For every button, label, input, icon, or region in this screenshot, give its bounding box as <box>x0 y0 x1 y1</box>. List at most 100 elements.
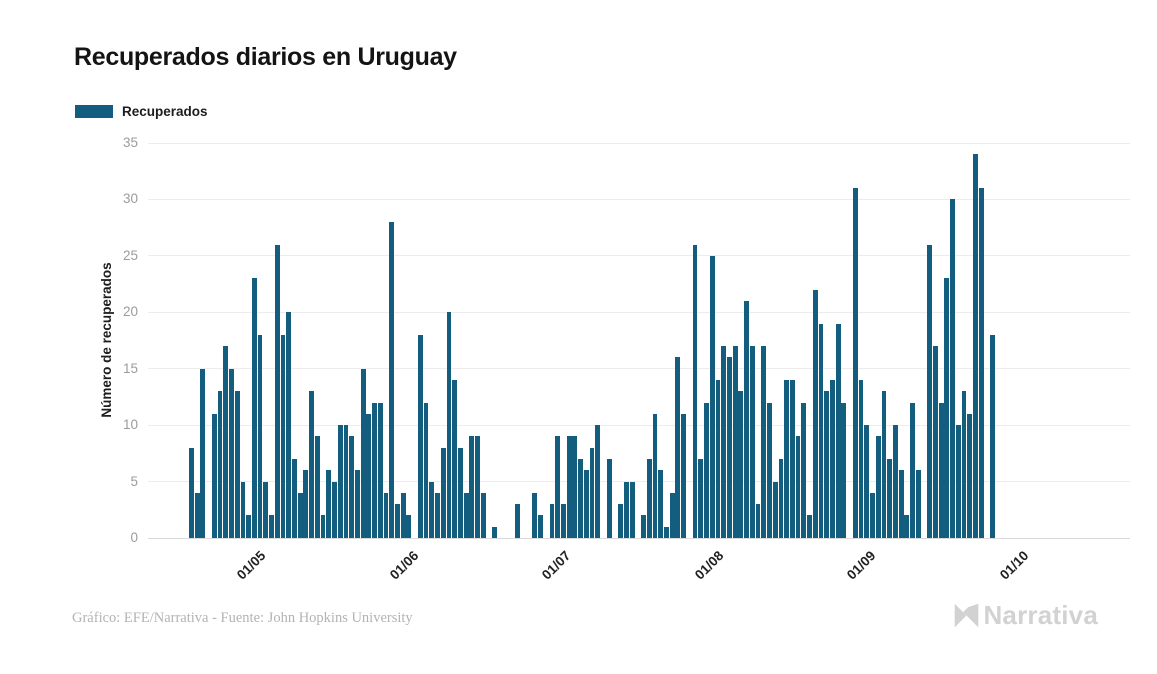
bar <box>583 470 589 538</box>
bar <box>492 526 498 538</box>
gridline-5 <box>148 481 1130 483</box>
bar <box>377 402 383 538</box>
bar <box>211 413 217 538</box>
bar <box>681 413 687 538</box>
bar <box>475 436 480 538</box>
gridline-30 <box>148 198 1130 200</box>
bar <box>807 515 812 538</box>
bar <box>835 323 841 538</box>
bar <box>664 526 669 538</box>
bar <box>223 346 229 538</box>
bar <box>967 413 973 538</box>
bar <box>692 244 698 538</box>
bar <box>915 470 921 538</box>
bar <box>721 346 727 538</box>
legend: Recuperados <box>75 104 208 119</box>
bar <box>595 425 601 538</box>
bar <box>955 425 961 538</box>
bar <box>561 504 566 538</box>
bar <box>698 459 704 538</box>
bar <box>727 357 732 538</box>
bar <box>440 447 446 538</box>
bar <box>755 504 761 538</box>
bar <box>229 368 234 538</box>
gridline-0 <box>148 537 1130 539</box>
bar <box>292 459 297 538</box>
bar <box>286 312 292 538</box>
bar <box>251 278 257 538</box>
y-axis-title: Número de recuperados <box>99 262 114 418</box>
bar <box>887 459 893 538</box>
bar <box>463 492 469 538</box>
bar <box>704 402 709 538</box>
bar <box>326 470 332 538</box>
bar <box>469 436 475 538</box>
narrativa-logo: Narrativa <box>953 600 1098 631</box>
bar <box>784 380 790 538</box>
y-tick-label: 30 <box>122 191 138 207</box>
bar <box>812 289 818 538</box>
bar <box>360 368 366 538</box>
bar <box>606 459 612 538</box>
bar <box>709 255 715 538</box>
bar <box>349 436 355 538</box>
bar <box>898 470 904 538</box>
bar <box>761 346 767 538</box>
bar <box>343 425 349 538</box>
bar <box>480 492 486 538</box>
gridline-10 <box>148 424 1130 426</box>
bar <box>417 334 423 538</box>
gridline-15 <box>148 368 1130 370</box>
bar <box>618 504 624 538</box>
bar <box>303 470 309 538</box>
bar <box>875 436 881 538</box>
bar <box>767 402 772 538</box>
bar <box>629 481 635 538</box>
bar <box>978 188 984 538</box>
y-tick-label: 10 <box>122 417 138 433</box>
bar <box>732 346 738 538</box>
page-title: Recuperados diarios en Uruguay <box>74 43 457 71</box>
x-tick-label-text: 01/07 <box>538 548 574 583</box>
y-tick-label: 5 <box>130 473 138 489</box>
bar <box>314 436 320 538</box>
bar <box>452 380 458 538</box>
bar <box>652 413 658 538</box>
bar <box>549 504 555 538</box>
bar <box>646 459 652 538</box>
bar <box>990 334 996 538</box>
bar <box>933 346 938 538</box>
bar <box>738 391 744 538</box>
bar <box>234 391 240 538</box>
bar <box>200 368 206 538</box>
legend-swatch <box>75 105 113 118</box>
bar <box>320 515 326 538</box>
bar <box>744 301 749 538</box>
y-tick-label: 35 <box>122 135 138 150</box>
bar <box>240 481 246 538</box>
bar <box>858 380 864 538</box>
bar <box>641 515 646 538</box>
y-tick-label: 25 <box>122 247 138 263</box>
source-credit: Gráfico: EFE/Narrativa - Fuente: John Ho… <box>72 610 413 626</box>
bar <box>532 492 538 538</box>
gridline-25 <box>148 255 1130 257</box>
bar <box>669 492 675 538</box>
y-tick-label: 15 <box>122 360 138 376</box>
bar <box>852 188 858 538</box>
bar <box>217 391 223 538</box>
bar <box>280 334 286 538</box>
bar <box>572 436 578 538</box>
gridline-20 <box>148 311 1130 313</box>
bar <box>538 515 543 538</box>
bar <box>973 154 978 538</box>
bar <box>927 244 933 538</box>
bar <box>870 492 875 538</box>
bar <box>938 402 944 538</box>
bar <box>395 504 400 538</box>
narrativa-n-mark-icon <box>955 603 979 628</box>
bar <box>189 447 194 538</box>
narrativa-logo-text: Narrativa <box>983 600 1098 630</box>
bar <box>623 481 629 538</box>
bar <box>309 391 314 538</box>
